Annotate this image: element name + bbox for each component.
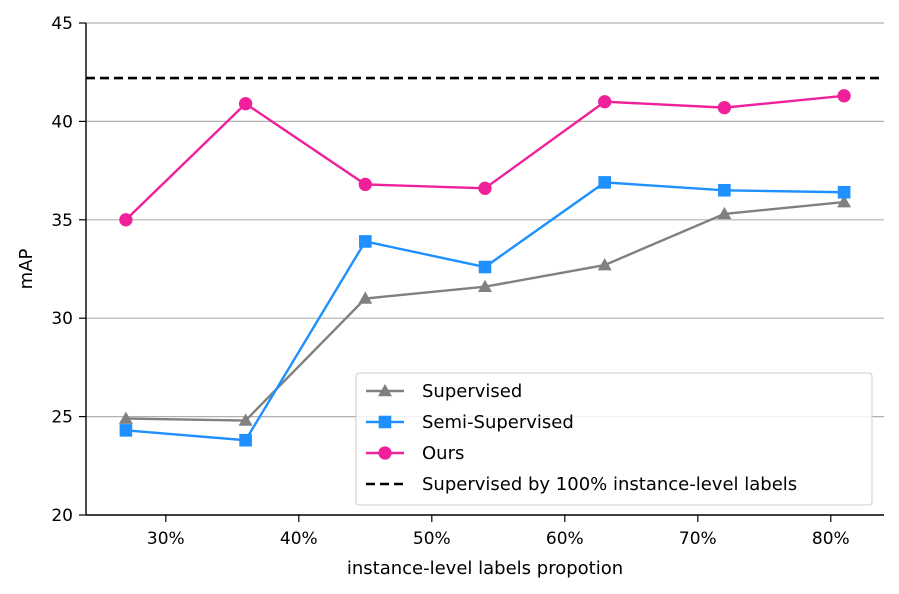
data-point	[359, 235, 372, 248]
data-point	[598, 176, 611, 189]
data-point	[358, 177, 372, 192]
legend-entry: Supervised	[366, 381, 522, 402]
y-tick-label: 20	[51, 506, 73, 526]
data-point	[478, 260, 492, 274]
data-point	[378, 415, 392, 429]
y-tick-label: 40	[51, 112, 73, 132]
y-tick-label: 35	[51, 211, 73, 231]
data-point	[837, 89, 851, 103]
data-point	[119, 424, 133, 437]
x-tick-label: 80%	[812, 529, 850, 549]
legend-entry: Supervised by 100% instance-level labels	[366, 474, 797, 495]
data-point	[478, 279, 492, 292]
legend-label: Supervised by 100% instance-level labels	[422, 474, 797, 495]
ticks: 20 25 30 35 40 45 30% 40% 50% 60% 70% 80%	[51, 14, 849, 549]
series-supervised	[118, 195, 852, 426]
y-tick-label: 30	[51, 309, 73, 329]
legend-entry: Ours	[366, 443, 464, 464]
data-point	[378, 384, 392, 397]
legend-box	[355, 372, 873, 506]
x-tick-label: 30%	[147, 529, 185, 549]
data-point	[478, 181, 492, 195]
data-point	[239, 433, 252, 447]
data-point	[238, 413, 253, 426]
series-group	[118, 89, 852, 447]
y-axis-label: mAP	[16, 249, 37, 290]
series-line	[125, 94, 845, 221]
data-point	[717, 100, 732, 115]
x-tick-label: 40%	[280, 529, 318, 549]
x-tick-label: 70%	[679, 529, 717, 549]
legend-entry: Semi-Supervised	[366, 412, 574, 433]
legend-label: Semi-Supervised	[422, 412, 574, 433]
series-semi-supervised	[119, 176, 851, 447]
data-point	[718, 183, 731, 197]
series-ours	[119, 89, 851, 227]
data-point	[238, 97, 253, 111]
data-point	[837, 185, 851, 199]
data-point	[358, 291, 373, 304]
x-tick-label: 60%	[546, 529, 584, 549]
legend: Supervised Semi-Supervised Ours Supervised …	[355, 372, 873, 506]
legend-label: Ours	[422, 443, 464, 464]
data-point	[119, 213, 133, 227]
data-point	[598, 95, 612, 109]
x-tick-label: 50%	[413, 529, 451, 549]
data-point	[837, 195, 852, 208]
axes	[85, 23, 884, 516]
data-point	[597, 258, 612, 271]
data-point	[378, 446, 392, 460]
data-point	[118, 411, 133, 424]
x-axis-label: instance-level labels propotion	[347, 558, 623, 579]
y-tick-label: 25	[51, 408, 73, 428]
data-point	[717, 206, 732, 220]
legend-label: Supervised	[422, 381, 522, 402]
grid-lines	[86, 22, 884, 418]
y-tick-label: 45	[51, 14, 73, 34]
